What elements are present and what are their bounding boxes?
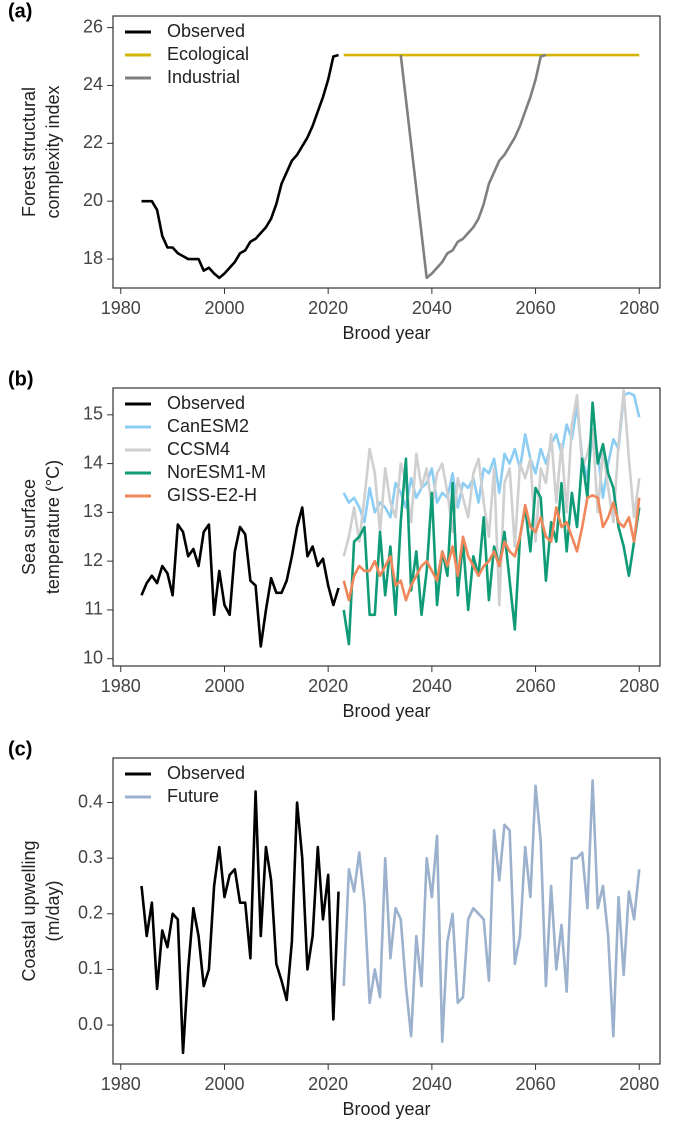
y-tick-label: 22 — [83, 132, 103, 152]
x-tick-label: 2060 — [516, 298, 556, 318]
legend-label: NorESM1-M — [167, 462, 266, 482]
legend-label: Observed — [167, 763, 245, 783]
x-tick-label: 2000 — [204, 676, 244, 696]
x-tick-label: 1980 — [101, 676, 141, 696]
line-series — [342, 401, 641, 646]
x-tick-label: 2000 — [204, 298, 244, 318]
y-tick-label: 10 — [83, 647, 103, 667]
y-tick-label: 0.4 — [78, 791, 103, 811]
panel: (c) 1980 2000 2020 2040 2060 2080 0.0 0.1 0.2 0.3 0… — [8, 738, 661, 1119]
y-tick-label: 0.1 — [78, 958, 103, 978]
legend-label: GISS-E2-H — [167, 485, 257, 505]
y-tick-label: 20 — [83, 190, 103, 210]
line-series — [141, 53, 339, 280]
x-tick-label: 2080 — [619, 1074, 659, 1094]
y-tick-label: 26 — [83, 16, 103, 36]
line-series — [140, 790, 340, 1055]
y-tick-label: 24 — [83, 74, 103, 94]
plot-frame — [112, 387, 661, 667]
x-tick-label: 1980 — [101, 298, 141, 318]
line-series — [342, 494, 641, 602]
x-tick-label: 2080 — [619, 298, 659, 318]
legend-label: CanESM2 — [167, 416, 249, 436]
legend-label: Industrial — [167, 67, 240, 87]
x-axis-title: Brood year — [342, 701, 430, 721]
x-axis-title: Brood year — [342, 323, 430, 343]
legend-label: Future — [167, 786, 219, 806]
panel: (a) 1980 2000 2020 2040 2060 2080 18 20 22 24 26 Bro… — [8, 0, 661, 343]
y-axis-title: Forest structural — [19, 87, 39, 217]
x-tick-label: 2060 — [516, 676, 556, 696]
x-tick-label: 1980 — [101, 1074, 141, 1094]
y-tick-label: 12 — [83, 550, 103, 570]
y-tick-label: 0.3 — [78, 847, 103, 867]
x-tick-label: 2040 — [412, 298, 452, 318]
plot-frame — [112, 757, 661, 1065]
panel-label: (c) — [8, 738, 32, 760]
y-axis-title: Sea surface — [19, 479, 39, 575]
y-axis-title: temperature (°C) — [43, 460, 63, 594]
x-tick-label: 2060 — [516, 1074, 556, 1094]
y-tick-label: 18 — [83, 248, 103, 268]
legend-label: Ecological — [167, 44, 249, 64]
legend-label: Observed — [167, 393, 245, 413]
y-tick-label: 0.0 — [78, 1014, 103, 1034]
y-tick-label: 11 — [84, 599, 103, 619]
x-tick-label: 2020 — [308, 676, 348, 696]
x-tick-label: 2020 — [308, 1074, 348, 1094]
y-tick-label: 15 — [83, 404, 103, 424]
x-tick-label: 2080 — [619, 676, 659, 696]
x-tick-label: 2040 — [412, 1074, 452, 1094]
x-tick-label: 2000 — [204, 1074, 244, 1094]
x-tick-label: 2040 — [412, 676, 452, 696]
plot-frame — [112, 15, 661, 289]
y-tick-label: 14 — [83, 452, 103, 472]
line-series — [342, 778, 641, 1044]
line-series — [399, 53, 547, 280]
y-tick-label: 0.2 — [78, 903, 103, 923]
y-tick-label: 13 — [83, 501, 103, 521]
x-tick-label: 2020 — [308, 298, 348, 318]
panel: (b) 1980 2000 2020 2040 2060 2080 10 11 12 13 14 15 B… — [8, 368, 661, 721]
legend-label: CCSM4 — [167, 439, 230, 459]
line-series — [140, 506, 340, 648]
legend-label: Observed — [167, 21, 245, 41]
y-axis-title: complexity index — [43, 85, 63, 218]
panel-label: (b) — [8, 368, 34, 390]
y-axis-title: Coastal upwelling — [19, 840, 39, 981]
y-axis-title: (m/day) — [43, 880, 63, 941]
panel-label: (a) — [8, 0, 32, 22]
x-axis-title: Brood year — [342, 1099, 430, 1119]
